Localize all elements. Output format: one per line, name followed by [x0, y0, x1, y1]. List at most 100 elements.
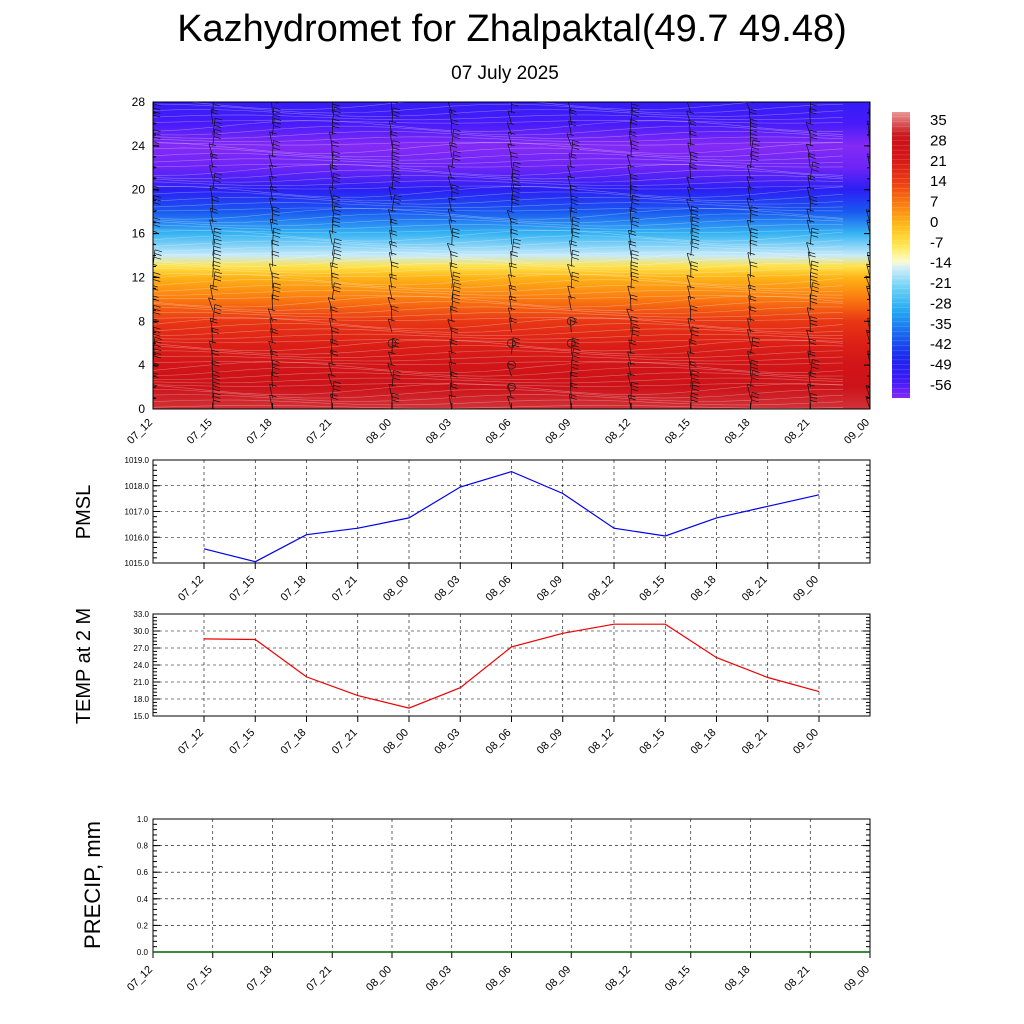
contour-line	[153, 366, 844, 377]
wind-barb	[451, 150, 461, 168]
wind-barb	[212, 102, 213, 103]
contour-line	[153, 377, 844, 384]
contour-line	[153, 399, 844, 406]
x-tick-label: 08_18	[689, 727, 719, 757]
contour-line	[153, 339, 844, 352]
contour-line	[153, 174, 844, 183]
y-tick-label: 1017.0	[125, 508, 150, 517]
wind-barb	[809, 316, 818, 333]
y-axis-label: PMSL	[73, 485, 95, 539]
contour-line	[153, 131, 844, 139]
wind-barb	[869, 205, 870, 212]
colorbar-label: 28	[930, 132, 947, 149]
contour-line	[153, 246, 843, 252]
wind-barb	[690, 392, 699, 409]
y-tick-label: 27.0	[133, 644, 149, 653]
calm-marker	[387, 338, 397, 348]
wind-barb	[511, 238, 521, 256]
wind-barb	[628, 240, 637, 256]
wind-barb	[747, 274, 755, 289]
x-tick-label: 08_18	[723, 417, 753, 447]
contour-line	[153, 273, 844, 278]
x-tick-label: 08_09	[535, 574, 565, 604]
wind-barb	[451, 102, 452, 103]
wind-barb	[210, 153, 218, 168]
chart-title: Kazhydromet for Zhalpaktal(49.7 49.48)	[177, 8, 847, 50]
wind-barb	[807, 350, 816, 366]
wind-barb	[570, 348, 581, 366]
wind-barb	[388, 252, 397, 267]
x-tick-label: 07_18	[245, 417, 275, 447]
wind-barb	[212, 249, 222, 267]
wind-barb	[509, 262, 517, 278]
x-tick-label: 07_15	[185, 964, 215, 994]
wind-barb	[331, 282, 342, 300]
contour-line	[153, 404, 844, 409]
wind-barb	[389, 273, 398, 289]
wind-barb	[687, 351, 695, 366]
wind-barb	[331, 238, 342, 256]
x-tick-label: 08_15	[663, 417, 693, 447]
wind-barb	[627, 373, 635, 388]
wind-barb	[153, 166, 157, 179]
wind-barb	[269, 197, 277, 212]
wind-barb	[451, 128, 461, 146]
wind-barb	[809, 282, 820, 300]
wind-barb	[329, 317, 337, 333]
wind-barb	[806, 186, 815, 201]
wind-barb	[630, 249, 639, 267]
calm-marker	[507, 338, 516, 348]
wind-barb	[865, 396, 870, 409]
contour-line	[153, 317, 844, 330]
contour-line	[153, 361, 844, 374]
colorbar-label: -28	[930, 295, 952, 312]
wind-barb	[329, 164, 338, 179]
wind-barb	[272, 118, 282, 135]
wind-barb	[870, 86, 878, 102]
wind-barb	[809, 129, 818, 146]
y-tick-label: 28	[132, 95, 146, 109]
y-tick-label: 30.0	[133, 627, 149, 636]
contour-line	[153, 328, 844, 337]
contour-line	[153, 284, 844, 293]
wind-barb	[865, 275, 870, 289]
wind-barb	[809, 195, 818, 212]
wind-barb	[153, 318, 159, 333]
wind-barb	[749, 129, 758, 146]
wind-barb	[212, 304, 222, 322]
wind-barb	[570, 227, 580, 245]
contour-line	[153, 235, 844, 245]
y-tick-label: 0.6	[137, 868, 149, 877]
wind-barb	[269, 263, 277, 278]
contour-line	[153, 103, 844, 114]
wind-barb	[686, 275, 694, 289]
x-tick-label: 07_12	[125, 964, 155, 994]
wind-barb	[687, 186, 695, 201]
wind-barb	[630, 271, 639, 289]
contour-line	[153, 186, 844, 198]
wind-barb	[331, 205, 342, 223]
wind-barb	[749, 118, 758, 135]
x-tick-label: 07_12	[176, 727, 206, 757]
x-tick-label: 09_00	[842, 417, 872, 447]
wind-barb	[511, 161, 521, 179]
colorbar-label: -7	[930, 234, 943, 251]
colorbar: 35 28 21 14 7 0 -7 -14 -21 -28 -35 -42 -49 -56	[892, 112, 952, 398]
wind-barb	[687, 142, 695, 157]
wind-barb	[153, 249, 162, 267]
contour-line	[153, 191, 844, 202]
wind-barb	[331, 381, 341, 399]
contour-line	[153, 229, 844, 234]
wind-barb	[570, 249, 580, 267]
wind-barb	[272, 206, 280, 223]
x-tick-label: 09_00	[842, 964, 872, 994]
colorbar-scale	[892, 112, 910, 398]
contour-line	[153, 169, 844, 180]
wind-barb	[807, 175, 816, 190]
wind-barb	[750, 392, 760, 409]
x-tick-label: 09_00	[791, 574, 821, 604]
y-tick-label: 0.4	[137, 895, 149, 904]
wind-barb	[507, 395, 515, 409]
contour-line	[153, 207, 844, 212]
wind-barb	[809, 161, 820, 179]
